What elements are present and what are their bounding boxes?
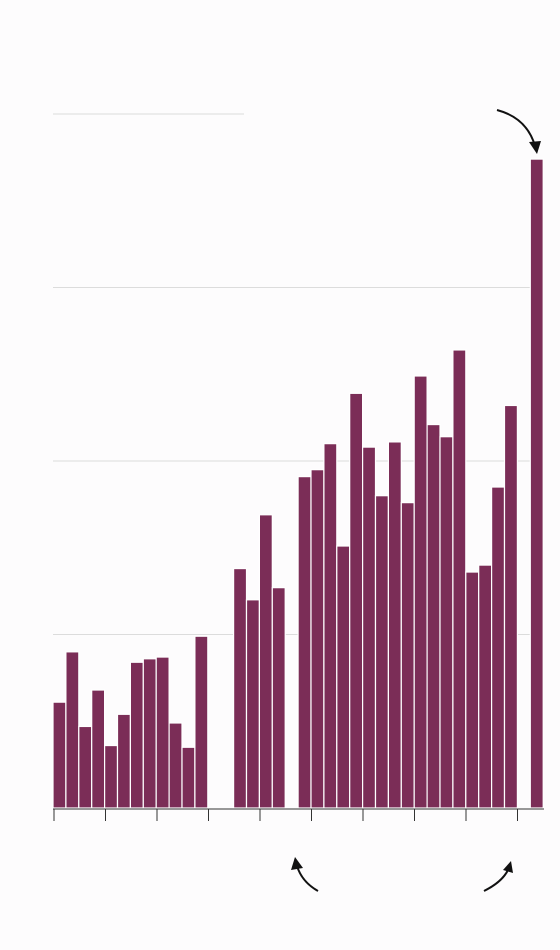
bar-10 [168, 722, 183, 809]
bar-30 [426, 423, 441, 809]
bar-3 [78, 725, 93, 809]
x-axis [53, 808, 544, 821]
bar-31 [439, 436, 454, 809]
arrow-top-right-head [529, 141, 541, 154]
bar-4 [91, 689, 106, 809]
arrow-bottom-middle [296, 865, 319, 892]
bar-34 [478, 564, 493, 809]
bar-9 [155, 656, 170, 809]
bar-33 [465, 571, 480, 809]
bar-22 [323, 443, 338, 809]
arrow-bottom-right [483, 869, 509, 892]
bar-12 [194, 635, 209, 809]
bar-32 [452, 349, 467, 809]
arrow-bottom-middle-head [291, 857, 303, 870]
bar-5 [103, 744, 119, 809]
bar-11 [181, 746, 196, 809]
bar-26 [374, 495, 389, 809]
bar-6 [116, 713, 131, 809]
bar-17 [258, 514, 273, 809]
bar-25 [362, 446, 377, 809]
bar-35 [491, 486, 506, 809]
bar-38 [529, 158, 544, 809]
bar-28 [400, 502, 415, 809]
bar-7 [129, 661, 144, 809]
bar-29 [413, 375, 428, 809]
bar-16 [245, 599, 260, 809]
bar-24 [349, 392, 364, 809]
bar-1 [52, 701, 67, 809]
arrow-top-right [496, 109, 536, 147]
bar-20 [297, 476, 312, 809]
bar-18 [271, 587, 286, 809]
bar-23 [336, 545, 351, 809]
bar-15 [233, 567, 248, 809]
bar-36 [503, 404, 518, 809]
bar-8 [142, 658, 157, 809]
bars [52, 158, 544, 809]
bar-21 [310, 469, 325, 809]
bar-27 [387, 441, 402, 809]
bar-2 [65, 651, 80, 809]
annotations [291, 109, 541, 892]
arrow-bottom-right-head [503, 861, 513, 873]
